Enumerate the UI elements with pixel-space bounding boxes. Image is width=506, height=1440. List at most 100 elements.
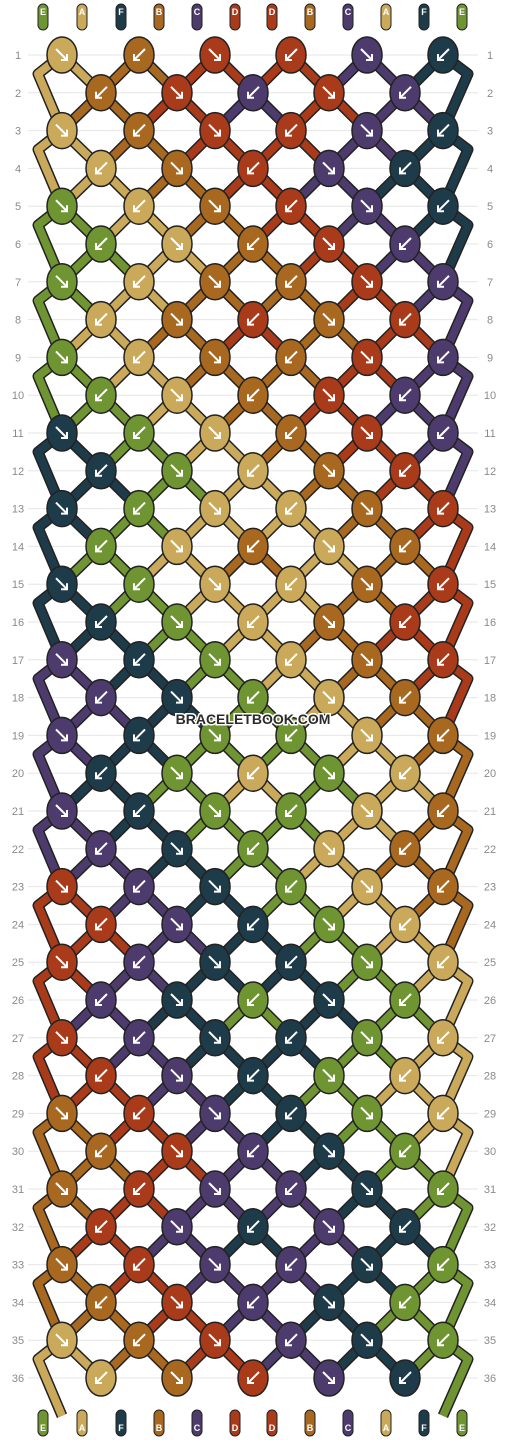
arrow-head-icon: [214, 1263, 221, 1271]
knot: [199, 641, 231, 679]
arrow-icon: [95, 539, 108, 553]
knot: [313, 830, 345, 868]
arrow-icon: [247, 1068, 260, 1082]
arrow-head-icon: [247, 1377, 254, 1384]
knot: [85, 452, 117, 490]
knot: [123, 111, 155, 150]
knot: [123, 1321, 155, 1359]
arrow-icon: [285, 577, 298, 590]
row-number-left: 16: [12, 617, 24, 629]
arrow-icon: [133, 728, 146, 742]
row-number-right: 26: [484, 995, 496, 1007]
knot: [85, 905, 117, 944]
strand-tab: D: [266, 3, 278, 31]
knot: [85, 74, 117, 112]
arrow-icon: [95, 690, 108, 704]
row-number-right: 30: [484, 1146, 496, 1158]
arrow-head-icon: [437, 810, 444, 817]
knot: [85, 149, 117, 188]
arrow-icon: [360, 426, 373, 439]
arrow-head-icon: [61, 280, 68, 288]
strand-letter: B: [307, 7, 314, 17]
arrow-head-icon: [328, 394, 335, 402]
arrow-icon: [133, 1106, 146, 1120]
arrow-icon: [133, 879, 146, 893]
arrow-head-icon: [328, 923, 335, 931]
arrow-icon: [170, 1295, 183, 1309]
arrow-icon: [133, 199, 146, 212]
arrow-icon: [247, 615, 260, 628]
row-number-right: 32: [484, 1222, 496, 1234]
arrow-icon: [170, 464, 183, 477]
arrow-icon: [247, 237, 260, 250]
knot: [389, 1359, 421, 1397]
arrow-head-icon: [285, 658, 292, 666]
arrow-head-icon: [95, 999, 102, 1006]
knot: [123, 263, 155, 301]
knot: [199, 263, 231, 301]
arrow-head-icon: [176, 1074, 183, 1082]
arrow-head-icon: [285, 507, 292, 515]
knot: [85, 754, 117, 792]
arrow-icon: [55, 653, 68, 666]
knot: [427, 641, 459, 679]
arrow-icon: [399, 1371, 412, 1384]
row-numbers-right: 1234567891011121314151617181920212223242…: [484, 50, 496, 1385]
arrow-head-icon: [328, 1074, 335, 1082]
knot: [46, 338, 78, 377]
strand-color: [266, 3, 278, 31]
strand-letter: B: [156, 1423, 163, 1433]
arrow-icon: [247, 86, 260, 99]
arrow-icon: [208, 804, 221, 817]
strand-tab: B: [153, 1409, 165, 1437]
knot: [123, 36, 155, 74]
arrow-icon: [55, 1333, 68, 1346]
arrow-icon: [95, 1220, 108, 1233]
arrow-head-icon: [61, 961, 68, 969]
arrow-icon: [55, 1182, 68, 1195]
strand-tab: B: [304, 3, 316, 31]
arrow-head-icon: [61, 1112, 68, 1120]
knot: [389, 452, 421, 490]
arrow-head-icon: [437, 54, 444, 61]
arrow-head-icon: [285, 810, 292, 817]
knot: [313, 149, 345, 188]
strand-color: [418, 1409, 430, 1437]
strand-color: [37, 1409, 49, 1437]
knot: [237, 981, 269, 1019]
knot: [275, 1170, 307, 1208]
arrow-icon: [208, 350, 221, 364]
arrow-icon: [55, 955, 68, 968]
arrow-icon: [322, 766, 335, 779]
strand-letter: A: [383, 7, 390, 17]
arrow-head-icon: [366, 961, 373, 969]
strand-tab: A: [380, 3, 392, 31]
strand-color: [191, 3, 203, 31]
arrow-head-icon: [214, 1036, 221, 1044]
row-number-left: 17: [12, 655, 24, 667]
knot: [389, 74, 421, 112]
arrow-icon: [95, 1295, 108, 1309]
arrow-icon: [285, 1031, 298, 1044]
arrow-head-icon: [399, 772, 406, 780]
arrow-head-icon: [61, 583, 68, 591]
arrow-head-icon: [95, 469, 102, 477]
arrow-icon: [399, 615, 412, 628]
arrow-icon: [95, 842, 108, 855]
knot: [85, 1208, 117, 1246]
knot: [275, 338, 307, 377]
arrow-head-icon: [61, 507, 68, 515]
arrow-icon: [170, 161, 183, 175]
knot: [46, 1170, 78, 1208]
knot: [161, 149, 193, 188]
knot: [237, 754, 269, 792]
arrow-head-icon: [247, 847, 254, 855]
arrow-icon: [208, 123, 221, 137]
knot: [123, 716, 155, 755]
arrow-head-icon: [95, 1377, 102, 1384]
arrow-head-icon: [366, 129, 373, 137]
arrow-head-icon: [437, 1036, 444, 1044]
arrow-icon: [247, 917, 260, 931]
arrow-head-icon: [61, 129, 68, 137]
